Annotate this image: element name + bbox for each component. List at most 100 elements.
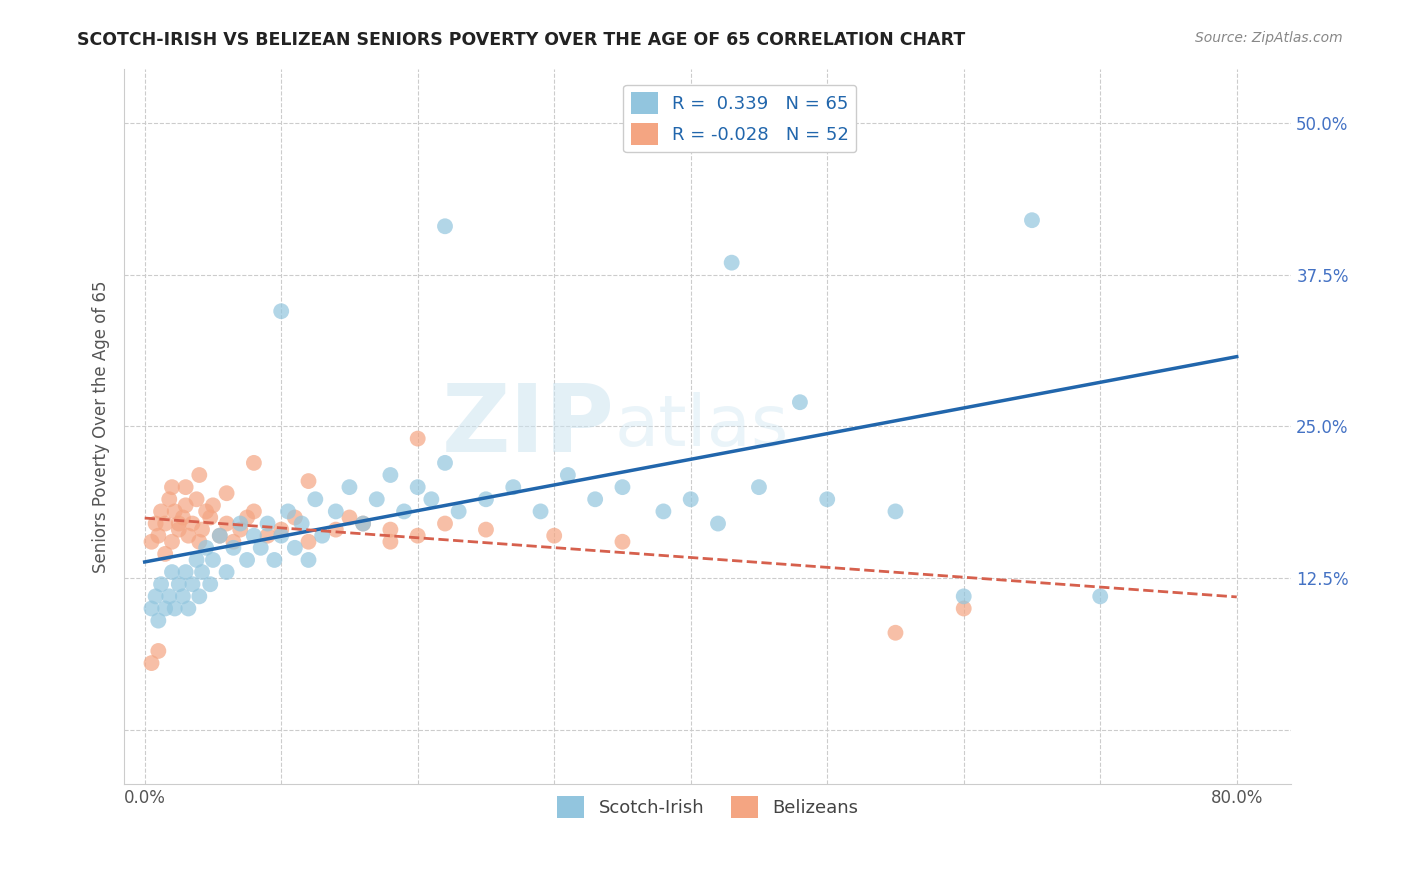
- Point: [163, 601, 186, 615]
- Point: [952, 601, 974, 615]
- Point: [557, 468, 579, 483]
- Point: [145, 516, 167, 531]
- Point: [172, 510, 194, 524]
- Point: [157, 492, 180, 507]
- Point: [297, 474, 319, 488]
- Point: [679, 492, 702, 507]
- Point: [325, 504, 347, 518]
- Point: [243, 529, 266, 543]
- Point: [475, 492, 498, 507]
- Point: [188, 534, 211, 549]
- Point: [200, 577, 222, 591]
- Point: [236, 553, 259, 567]
- Point: [748, 480, 770, 494]
- Point: [177, 529, 200, 543]
- Point: [339, 480, 361, 494]
- Point: [284, 541, 307, 555]
- Point: [380, 523, 402, 537]
- Point: [420, 492, 443, 507]
- Point: [406, 529, 429, 543]
- Point: [150, 504, 173, 518]
- Point: [707, 516, 730, 531]
- Point: [174, 565, 197, 579]
- Point: [392, 504, 415, 518]
- Point: [380, 534, 402, 549]
- Point: [167, 523, 190, 537]
- Point: [153, 516, 176, 531]
- Point: [243, 504, 266, 518]
- Point: [160, 480, 183, 494]
- Point: [201, 553, 224, 567]
- Point: [270, 523, 292, 537]
- Point: [434, 456, 457, 470]
- Point: [256, 529, 278, 543]
- Point: [297, 534, 319, 549]
- Point: [236, 510, 259, 524]
- Point: [815, 492, 838, 507]
- Point: [186, 492, 208, 507]
- Point: [229, 523, 252, 537]
- Point: [884, 504, 907, 518]
- Point: [148, 644, 170, 658]
- Point: [475, 523, 498, 537]
- Point: [529, 504, 551, 518]
- Point: [141, 601, 163, 615]
- Point: [652, 504, 675, 518]
- Text: ZIP: ZIP: [441, 381, 614, 473]
- Point: [186, 553, 208, 567]
- Point: [284, 510, 307, 524]
- Point: [148, 529, 170, 543]
- Point: [380, 468, 402, 483]
- Point: [181, 516, 204, 531]
- Point: [160, 534, 183, 549]
- Point: [270, 304, 292, 318]
- Point: [191, 523, 214, 537]
- Point: [157, 590, 180, 604]
- Point: [297, 553, 319, 567]
- Point: [195, 504, 218, 518]
- Point: [352, 516, 374, 531]
- Point: [191, 565, 214, 579]
- Point: [366, 492, 388, 507]
- Point: [229, 516, 252, 531]
- Text: Source: ZipAtlas.com: Source: ZipAtlas.com: [1195, 31, 1343, 45]
- Point: [153, 601, 176, 615]
- Point: [291, 516, 314, 531]
- Legend: Scotch-Irish, Belizeans: Scotch-Irish, Belizeans: [550, 789, 866, 825]
- Point: [612, 534, 634, 549]
- Point: [311, 529, 333, 543]
- Point: [172, 590, 194, 604]
- Point: [181, 577, 204, 591]
- Text: atlas: atlas: [614, 392, 789, 461]
- Point: [148, 614, 170, 628]
- Point: [612, 480, 634, 494]
- Point: [215, 516, 238, 531]
- Point: [325, 523, 347, 537]
- Point: [208, 529, 231, 543]
- Point: [150, 577, 173, 591]
- Point: [263, 553, 285, 567]
- Point: [304, 492, 326, 507]
- Point: [434, 516, 457, 531]
- Point: [160, 565, 183, 579]
- Point: [167, 577, 190, 591]
- Point: [543, 529, 565, 543]
- Y-axis label: Seniors Poverty Over the Age of 65: Seniors Poverty Over the Age of 65: [93, 280, 110, 573]
- Point: [884, 625, 907, 640]
- Point: [188, 468, 211, 483]
- Point: [638, 110, 661, 124]
- Point: [406, 432, 429, 446]
- Point: [502, 480, 524, 494]
- Point: [201, 499, 224, 513]
- Point: [256, 516, 278, 531]
- Point: [153, 547, 176, 561]
- Point: [195, 541, 218, 555]
- Point: [163, 504, 186, 518]
- Point: [434, 219, 457, 234]
- Point: [174, 480, 197, 494]
- Point: [720, 255, 742, 269]
- Point: [215, 565, 238, 579]
- Point: [952, 590, 974, 604]
- Point: [177, 601, 200, 615]
- Point: [200, 510, 222, 524]
